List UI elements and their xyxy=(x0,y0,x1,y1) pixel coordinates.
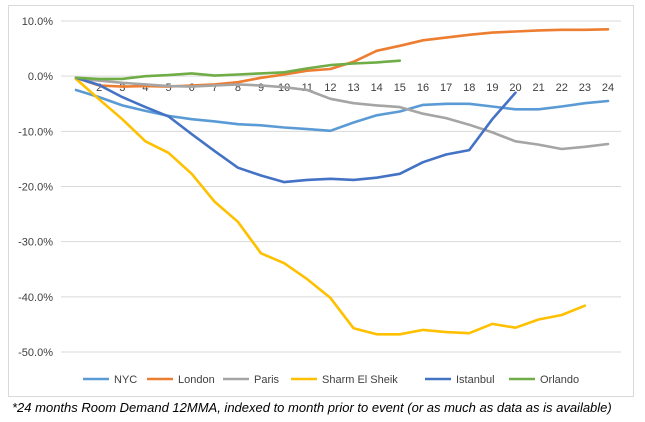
gridlines xyxy=(61,20,621,353)
x-tick-label: 16 xyxy=(417,82,429,94)
y-tick-label: -20.0% xyxy=(18,182,53,194)
x-tick-label: 13 xyxy=(347,82,359,94)
x-tick-label: 6 xyxy=(189,82,195,94)
series-line-sharm-el-sheik xyxy=(74,77,587,336)
x-tick-label: 3 xyxy=(119,82,125,94)
y-tick-label: -40.0% xyxy=(18,292,53,304)
x-tick-label: 19 xyxy=(486,82,498,94)
x-tick-label: 18 xyxy=(463,82,475,94)
y-tick-label: 0.0% xyxy=(28,71,53,83)
x-tick-label: 8 xyxy=(235,82,241,94)
y-tick-label: 10.0% xyxy=(22,16,53,28)
y-tick-label: -50.0% xyxy=(18,347,53,359)
series-line-istanbul xyxy=(74,76,517,184)
legend-label-london: London xyxy=(178,374,215,386)
x-tick-label: 23 xyxy=(579,82,591,94)
legend-label-orlando: Orlando xyxy=(540,374,579,386)
x-tick-label: 14 xyxy=(371,82,383,94)
legend-label-istanbul: Istanbul xyxy=(456,374,495,386)
footnote: *24 months Room Demand 12MMA, indexed to… xyxy=(12,400,612,415)
series-line-paris xyxy=(74,77,610,151)
line-chart: 10.0%0.0%-10.0%-20.0%-30.0%-40.0%-50.0% … xyxy=(18,16,621,386)
x-tick-label: 21 xyxy=(532,82,544,94)
y-axis-tick-labels: 10.0% 0.0% -10.0% -20.0% -30.0% -40.0% -50.0% xyxy=(18,16,53,359)
x-tick-label: 4 xyxy=(142,82,148,94)
y-tick-label: -30.0% xyxy=(18,237,53,249)
series-line-london xyxy=(74,27,610,88)
x-tick-label: 20 xyxy=(509,82,521,94)
x-tick-label: 5 xyxy=(165,82,171,94)
chart-frame: 10.0% 0.0% -10.0% -20.0% -30.0% -40.0% -50.0% … xyxy=(8,5,634,397)
series-line-orlando xyxy=(74,59,402,81)
series-lines xyxy=(74,27,610,336)
x-tick-label: 24 xyxy=(602,82,614,94)
x-tick-label: 11 xyxy=(302,82,313,94)
legend-label-nyc: NYC xyxy=(114,374,137,386)
x-tick-label: 12 xyxy=(324,82,336,94)
legend: NYC London Paris Sharm El Sheik Istanbul Orla… xyxy=(83,374,579,386)
x-tick-label: 17 xyxy=(440,82,452,94)
x-tick-label: 15 xyxy=(394,82,406,94)
x-tick-label: 22 xyxy=(556,82,568,94)
x-tick-label: 9 xyxy=(258,82,264,94)
y-tick-label: -10.0% xyxy=(18,126,53,138)
x-axis-tick-labels: 2 3 4 5 6 7 8 9 10 11 12 13 14 15 16 17 18 19 20 21 22 23 24 xyxy=(96,82,614,94)
x-tick-label: 2 xyxy=(96,82,102,94)
legend-label-sharm-el-sheik: Sharm El Sheik xyxy=(322,374,398,386)
legend-label-paris: Paris xyxy=(254,374,280,386)
x-tick-label: 7 xyxy=(212,82,218,94)
